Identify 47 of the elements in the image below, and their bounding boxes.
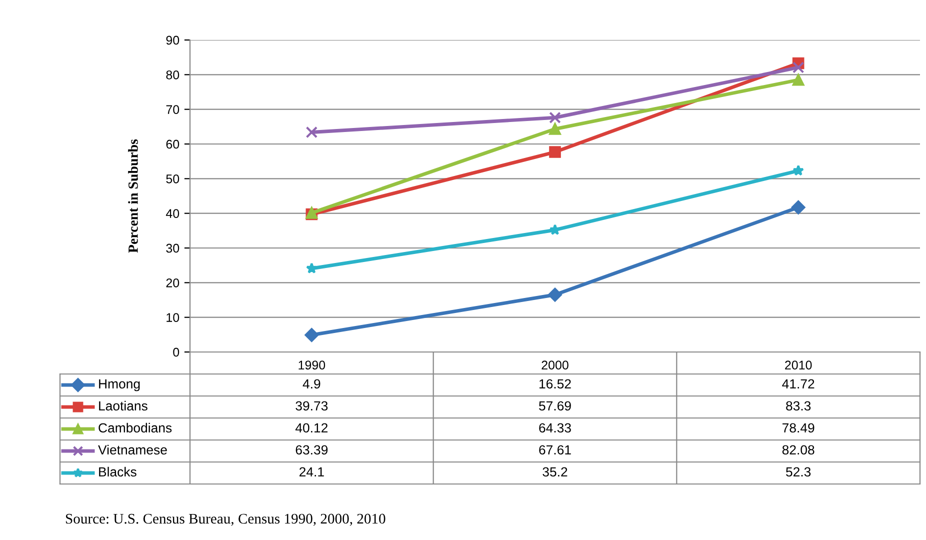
point xyxy=(304,328,319,342)
y-tick-label: 80 xyxy=(166,70,180,80)
data-label: 4.9 xyxy=(302,379,320,389)
data-label: 35.2 xyxy=(542,467,568,477)
data-label: 78.49 xyxy=(782,423,814,433)
y-tick-label: 20 xyxy=(166,278,180,288)
data-label: 83.3 xyxy=(786,401,811,411)
y-tick-label: 0 xyxy=(173,348,180,357)
point xyxy=(549,112,561,124)
point xyxy=(306,126,318,138)
legend-label: Laotians xyxy=(99,400,148,411)
data-label: 63.39 xyxy=(296,445,328,455)
legend-label: Blacks xyxy=(99,466,136,477)
legend-label: Hmong xyxy=(99,379,140,392)
point xyxy=(306,262,318,274)
point xyxy=(791,200,806,214)
data-label: 39.73 xyxy=(296,401,328,411)
point xyxy=(792,164,804,176)
x-tick-label: 1990 xyxy=(298,360,326,370)
source-note: Source: U.S. Census Bureau, Census 1990, 2000, 2010 xyxy=(66,514,386,526)
legend-label: Cambodians xyxy=(98,422,172,433)
y-tick-label: 70 xyxy=(166,105,180,114)
point xyxy=(792,62,804,74)
point xyxy=(548,288,562,302)
x-tick-label: 2000 xyxy=(542,360,568,370)
y-tick-label: 40 xyxy=(166,209,180,218)
y-tick-label: 30 xyxy=(166,244,180,253)
data-label: 52.3 xyxy=(786,467,811,477)
point xyxy=(549,224,561,235)
data-label: 16.52 xyxy=(540,379,571,389)
point xyxy=(549,123,561,135)
data-label: 57.69 xyxy=(539,401,571,411)
y-tick-label: 60 xyxy=(166,140,180,149)
data-label: 64.33 xyxy=(539,423,571,433)
y-axis-title: Percent in Suburbs xyxy=(128,139,138,253)
point xyxy=(792,74,804,86)
data-label: 40.12 xyxy=(295,423,328,433)
x-tick-label: 2010 xyxy=(785,360,812,370)
data-label: 67.61 xyxy=(539,445,571,455)
legend-label: Vietnamese xyxy=(98,444,167,455)
point xyxy=(549,146,561,158)
data-label: 24.1 xyxy=(299,467,324,476)
y-tick-label: 50 xyxy=(166,174,180,184)
y-tick-label: 90 xyxy=(166,36,180,45)
data-label: 82.08 xyxy=(782,445,814,455)
data-label: 41.72 xyxy=(782,379,814,388)
y-tick-label: 10 xyxy=(166,313,180,322)
